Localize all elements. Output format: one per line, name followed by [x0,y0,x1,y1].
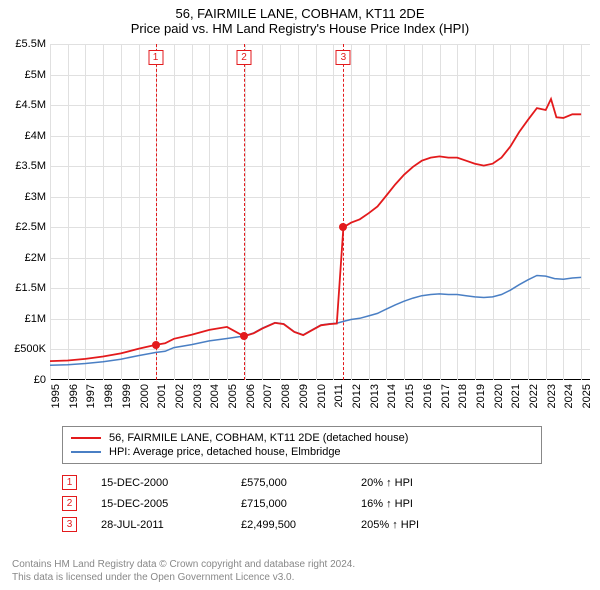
transactions-table: 1 15-DEC-2000£575,00020% ↑ HPI 2 15-DEC-200… [62,472,552,535]
legend-label: HPI: Average price, detached house, Elmb… [109,446,341,458]
x-axis-tick: 2021 [510,384,522,408]
y-axis-tick: £500K [14,343,46,355]
transaction-date: 28-JUL-2011 [101,519,241,531]
sale-dot [339,223,347,231]
transaction-marker: 3 [62,517,77,532]
x-axis-tick: 2012 [351,384,363,408]
y-axis-tick: £2.5M [15,221,46,233]
x-axis-tick: 1998 [103,384,115,408]
x-axis-tick: 2016 [422,384,434,408]
footer-line2: This data is licensed under the Open Gov… [12,571,355,584]
transaction-price: £715,000 [241,498,361,510]
x-axis-tick: 2008 [280,384,292,408]
x-axis-tick: 2019 [475,384,487,408]
x-axis-tick: 2011 [333,384,345,408]
x-axis-tick: 2014 [386,384,398,408]
x-axis-tick: 1997 [85,384,97,408]
x-axis-tick: 2001 [156,384,168,408]
x-axis-tick: 1995 [50,384,62,408]
x-axis-tick: 2020 [493,384,505,408]
line-layer [50,44,590,380]
transaction-date: 15-DEC-2005 [101,498,241,510]
x-axis-tick: 2010 [316,384,328,408]
transaction-row: 3 28-JUL-2011£2,499,500205% ↑ HPI [62,514,552,535]
transaction-change: 205% ↑ HPI [361,519,552,531]
x-axis-tick: 2024 [563,384,575,408]
legend-swatch [71,451,101,453]
y-axis-tick: £2M [25,252,46,264]
x-axis-tick: 2003 [192,384,204,408]
x-axis-tick: 2007 [262,384,274,408]
y-axis-tick: £5.5M [15,38,46,50]
legend-swatch [71,437,101,439]
x-axis-tick: 2009 [298,384,310,408]
transaction-change: 16% ↑ HPI [361,498,552,510]
x-axis-tick: 2013 [369,384,381,408]
y-axis-tick: £3.5M [15,160,46,172]
y-axis-tick: £0 [34,374,46,386]
transaction-price: £2,499,500 [241,519,361,531]
y-axis-tick: £1.5M [15,282,46,294]
chart-plot-area: £0£500K£1M£1.5M£2M£2.5M£3M£3.5M£4M£4.5M£… [50,44,590,380]
chart-title-line1: 56, FAIRMILE LANE, COBHAM, KT11 2DE [0,0,600,21]
y-axis-tick: £4M [25,130,46,142]
transaction-change: 20% ↑ HPI [361,477,552,489]
property-line [50,99,581,361]
sale-dot [240,332,248,340]
x-axis-tick: 2018 [457,384,469,408]
x-axis-tick: 2022 [528,384,540,408]
legend-row: 56, FAIRMILE LANE, COBHAM, KT11 2DE (det… [71,431,533,445]
sale-dot [152,341,160,349]
y-axis-tick: £3M [25,191,46,203]
y-axis-tick: £1M [25,313,46,325]
x-axis-tick: 2004 [209,384,221,408]
transaction-marker: 2 [62,496,77,511]
y-axis-tick: £5M [25,69,46,81]
x-axis-tick: 2005 [227,384,239,408]
x-axis-tick: 2006 [245,384,257,408]
transaction-marker: 1 [62,475,77,490]
legend: 56, FAIRMILE LANE, COBHAM, KT11 2DE (det… [62,426,542,464]
x-axis-tick: 1999 [121,384,133,408]
x-axis-tick: 2025 [581,384,593,408]
footer-attribution: Contains HM Land Registry data © Crown c… [12,558,355,584]
x-axis-tick: 2002 [174,384,186,408]
x-axis-tick: 2015 [404,384,416,408]
chart-container: 56, FAIRMILE LANE, COBHAM, KT11 2DE Pric… [0,0,600,590]
x-axis-tick: 1996 [68,384,80,408]
legend-row: HPI: Average price, detached house, Elmb… [71,445,533,459]
x-axis-tick: 2017 [440,384,452,408]
transaction-row: 1 15-DEC-2000£575,00020% ↑ HPI [62,472,552,493]
x-axis-tick: 2023 [546,384,558,408]
transaction-date: 15-DEC-2000 [101,477,241,489]
legend-label: 56, FAIRMILE LANE, COBHAM, KT11 2DE (det… [109,432,408,444]
transaction-row: 2 15-DEC-2005£715,00016% ↑ HPI [62,493,552,514]
x-axis-tick: 2000 [139,384,151,408]
y-axis-tick: £4.5M [15,99,46,111]
transaction-price: £575,000 [241,477,361,489]
footer-line1: Contains HM Land Registry data © Crown c… [12,558,355,571]
chart-title-line2: Price paid vs. HM Land Registry's House … [0,21,600,40]
